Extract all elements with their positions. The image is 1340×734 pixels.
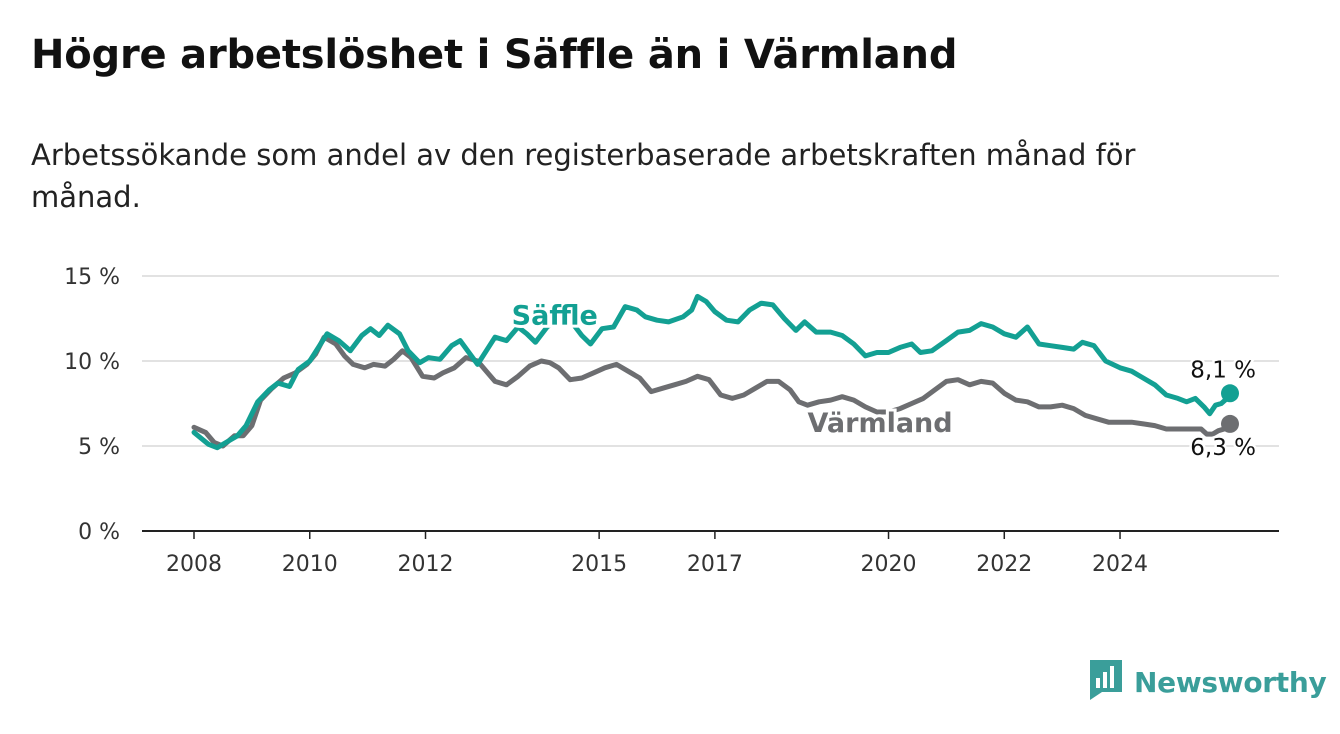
series-line-varmland [191,334,1233,449]
series-end-point [1221,414,1239,433]
chart-subtitle: Arbetssökande som andel av den registerb… [31,138,1136,214]
end-value-label: 8,1 % [1190,357,1256,383]
x-tick-label: 2017 [687,552,743,577]
chart-title: Högre arbetslöshet i Säffle än i Värmlan… [31,32,958,78]
series-end-point [1221,384,1239,403]
series-name-label: Säffle [512,300,598,331]
newsworthy-logo-icon [1088,658,1124,706]
series-lines [191,293,1239,451]
x-tick-label: 2022 [976,552,1032,577]
y-tick-label: 15 % [64,265,120,290]
x-tick-label: 2012 [398,552,454,577]
end-value-label: 6,3 % [1190,435,1256,461]
y-tick-label: 0 % [78,520,120,545]
x-axis: 2008 2010 2012 2015 2017 2020 2022 2024 [166,531,1148,577]
x-tick-label: 2008 [166,552,222,577]
brand-name: Newsworthy [1134,665,1327,699]
series-line-saffle [191,293,1233,451]
y-tick-label: 5 % [78,435,120,460]
brand-footer[interactable]: Newsworthy [1088,658,1327,706]
x-tick-label: 2020 [861,552,917,577]
x-tick-label: 2024 [1092,552,1148,577]
x-tick-label: 2010 [282,552,338,577]
y-axis: 0 % 5 % 10 % 15 % [64,265,120,545]
series-labels: Säffle Värmland 8,1 % 6,3 % [509,297,1259,463]
x-tick-label: 2015 [571,552,627,577]
series-name-label: Värmland [807,408,952,439]
y-tick-label: 10 % [64,350,120,375]
gridlines [142,275,1279,532]
